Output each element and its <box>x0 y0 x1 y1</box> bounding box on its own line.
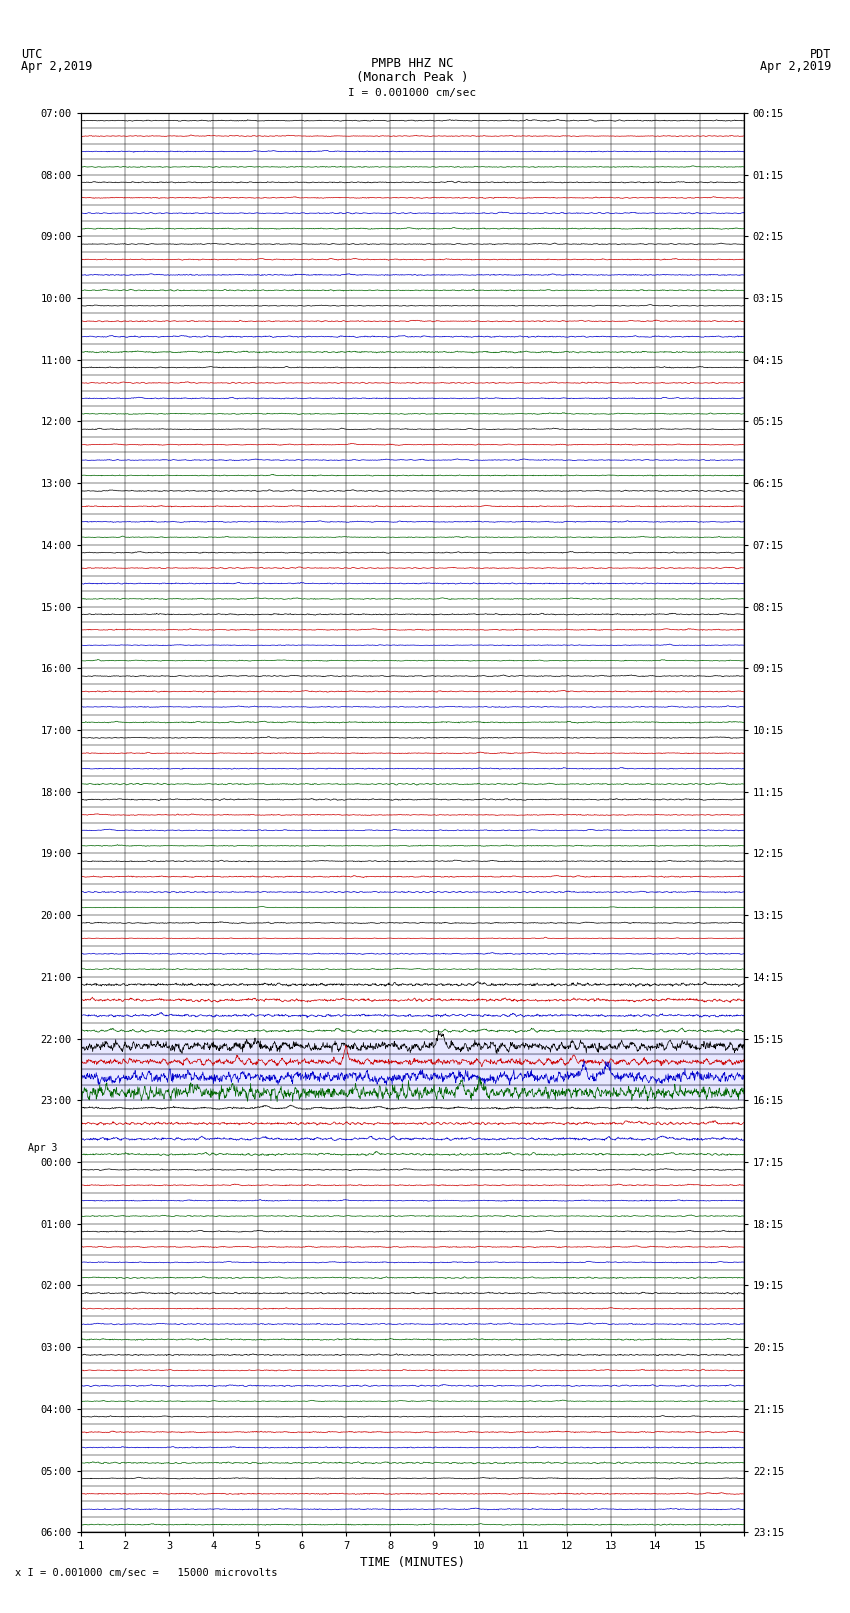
Bar <box>81 1086 744 1100</box>
Bar <box>81 1039 744 1053</box>
Text: I = 0.001000 cm/sec: I = 0.001000 cm/sec <box>348 89 476 98</box>
Bar <box>81 1053 744 1069</box>
Text: Apr 2,2019: Apr 2,2019 <box>760 60 831 73</box>
Text: Apr 2,2019: Apr 2,2019 <box>21 60 93 73</box>
Text: PMPB HHZ NC: PMPB HHZ NC <box>371 56 454 71</box>
Text: PDT: PDT <box>810 48 831 61</box>
Text: (Monarch Peak ): (Monarch Peak ) <box>356 71 468 84</box>
Text: UTC: UTC <box>21 48 42 61</box>
Bar <box>81 1069 744 1086</box>
X-axis label: TIME (MINUTES): TIME (MINUTES) <box>360 1555 465 1568</box>
Text: Apr 3: Apr 3 <box>28 1144 57 1153</box>
Text: x I = 0.001000 cm/sec =   15000 microvolts: x I = 0.001000 cm/sec = 15000 microvolts <box>15 1568 278 1578</box>
